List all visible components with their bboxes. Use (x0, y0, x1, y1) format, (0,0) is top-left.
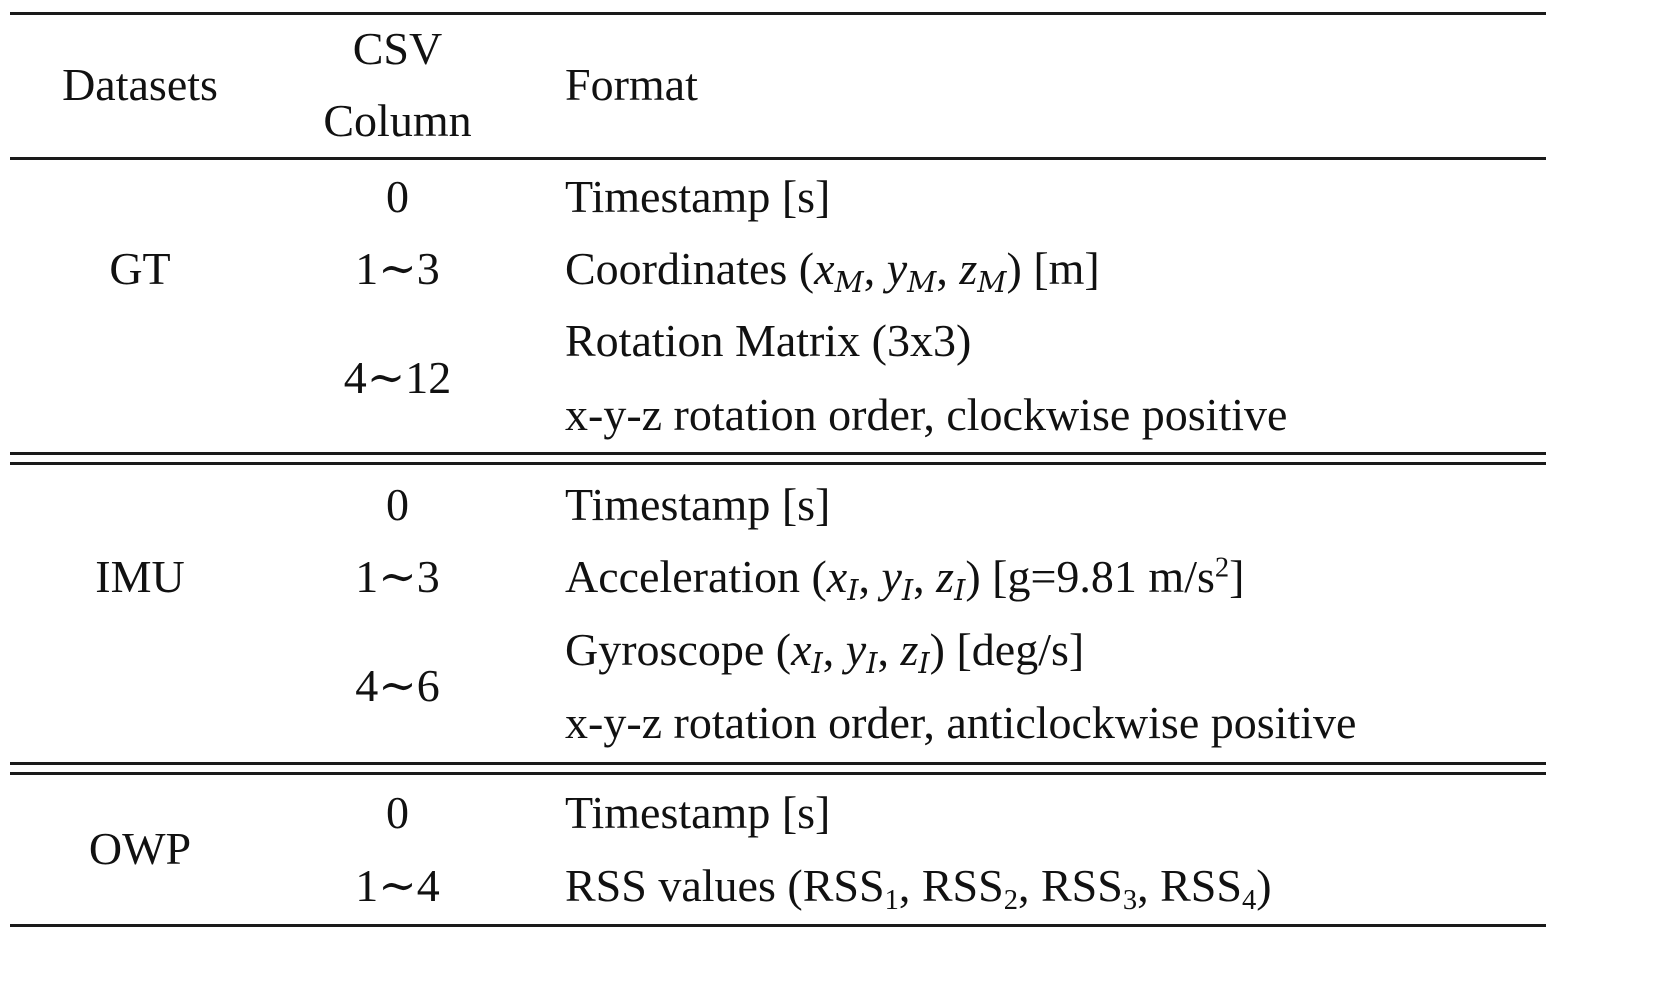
owp-col-0: 0 (386, 787, 409, 838)
header-rule (10, 157, 1546, 160)
imu-gyr-unit: [deg/s] (956, 624, 1085, 675)
owp-rss-sub-1: 1 (884, 884, 899, 916)
gt-sub-x: M (834, 265, 864, 299)
imu-format-2-line2: x-y-z rotation order, anticlockwise posi… (565, 697, 1357, 748)
imu-format-1-label: Acceleration (565, 551, 800, 602)
imu-acc-unit-post: ] (1229, 551, 1245, 602)
section-rule-imu-owp-2 (10, 772, 1546, 775)
gt-col-0: 0 (386, 171, 409, 222)
top-rule (10, 12, 1546, 15)
owp-rss-3: RSS (1040, 860, 1123, 911)
dataset-gt: GT (109, 243, 171, 294)
section-rule-gt-imu-1 (10, 452, 1546, 455)
owp-rss-1: RSS (802, 860, 885, 911)
owp-col-1: 1∼4 (355, 860, 440, 911)
owp-format-1: RSS values (RSS1, RSS2, RSS3, RSS4) (565, 860, 1272, 916)
gt-format-2-line1: Rotation Matrix (3x3) (565, 315, 972, 366)
imu-col-1: 1∼3 (355, 551, 440, 602)
owp-rss-sub-3: 3 (1122, 884, 1138, 916)
bottom-rule (10, 924, 1546, 927)
imu-gyr-y: y (845, 624, 867, 675)
gt-unit: [m] (1033, 243, 1100, 294)
owp-rss-sub-2: 2 (1003, 884, 1018, 916)
header-format: Format (565, 59, 698, 110)
dataset-imu: IMU (95, 551, 185, 602)
owp-rss-2: RSS (921, 860, 1004, 911)
gt-format-1-label: Coordinates (565, 243, 788, 294)
gt-sub-y: M (907, 265, 937, 299)
imu-col-2: 4∼6 (355, 660, 440, 711)
imu-col-0: 0 (386, 479, 409, 530)
header-csv-line2: Column (323, 95, 472, 146)
section-rule-gt-imu-2 (10, 462, 1546, 465)
imu-acc-z: z (936, 551, 955, 602)
imu-format-1: Acceleration (xI, yI, zI) [g=9.81 m/s2] (565, 551, 1245, 607)
header-csv-line1: CSV (352, 23, 443, 74)
gt-x: x (814, 243, 835, 294)
owp-rss-sub-4: 4 (1241, 884, 1257, 916)
gt-col-1: 1∼3 (355, 243, 440, 294)
imu-acc-unit-pre: [g=9.81 m/s (992, 551, 1215, 602)
imu-acc-sub-z: I (954, 573, 966, 607)
owp-format-1-label: RSS values (565, 860, 776, 911)
imu-gyr-sub-x: I (811, 646, 823, 680)
section-rule-imu-owp-1 (10, 762, 1546, 765)
imu-gyr-x: x (791, 624, 812, 675)
imu-format-2-label: Gyroscope (565, 624, 765, 675)
imu-gyr-sub-z: I (918, 646, 930, 680)
imu-acc-sub-x: I (847, 573, 859, 607)
gt-format-0: Timestamp [s] (565, 171, 831, 222)
header-datasets: Datasets (62, 59, 218, 110)
imu-acc-unit-sup: 2 (1214, 552, 1230, 584)
imu-acc-y: y (881, 551, 902, 602)
gt-z: z (959, 243, 978, 294)
gt-format-1: Coordinates (xM, yM, zM) [m] (565, 243, 1100, 299)
imu-format-2-line1: Gyroscope (xI, yI, zI) [deg/s] (565, 624, 1085, 680)
imu-acc-sub-y: I (901, 573, 914, 607)
imu-acc-x: x (826, 551, 848, 602)
gt-format-2-line2: x-y-z rotation order, clockwise positive (565, 389, 1288, 440)
owp-rss-4: RSS (1160, 860, 1242, 911)
dataset-owp: OWP (88, 823, 192, 874)
imu-gyr-sub-y: I (866, 646, 878, 680)
owp-format-0: Timestamp [s] (565, 787, 831, 838)
gt-sub-z: M (977, 265, 1007, 299)
imu-gyr-z: z (900, 624, 919, 675)
imu-format-0: Timestamp [s] (565, 479, 831, 530)
gt-col-2: 4∼12 (343, 352, 452, 403)
gt-y: y (886, 243, 908, 294)
